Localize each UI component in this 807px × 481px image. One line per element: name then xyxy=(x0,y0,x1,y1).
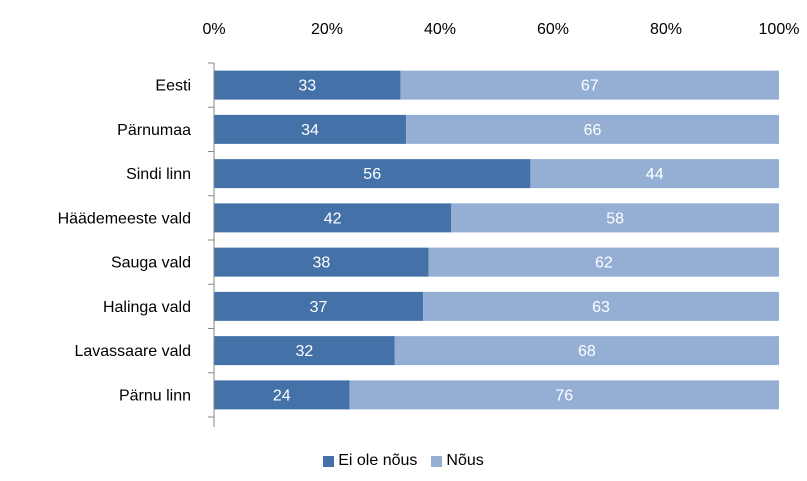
bar-nous-halinga-vald xyxy=(423,291,779,321)
data-label-ei-ole-nous-parnumaa: 34 xyxy=(301,122,319,139)
category-label-eesti: Eesti xyxy=(155,78,191,95)
bar-nous-sindi-linn xyxy=(530,159,779,189)
x-axis-ticks: 0% 20% 40% 60% 80% 100% xyxy=(202,21,799,38)
data-label-nous-parnumaa: 66 xyxy=(584,122,602,139)
x-tick-label-2: 40% xyxy=(424,21,456,38)
bar-nous-lavassaare-vald xyxy=(394,336,779,366)
legend-swatch-nous xyxy=(431,455,443,467)
bar-nous-parnumaa xyxy=(406,114,779,144)
data-label-ei-ole-nous-halinga-vald: 37 xyxy=(310,299,328,316)
category-label-haademeeste-vald: Häädemeeste vald xyxy=(58,210,191,227)
bar-ei-ole-nous-parnumaa xyxy=(214,114,407,144)
legend: Ei ole nõus Nõus xyxy=(0,452,807,470)
bar-ei-ole-nous-eesti xyxy=(214,70,401,100)
category-label-sauga-vald: Sauga vald xyxy=(111,255,191,272)
bar-ei-ole-nous-haademeeste-vald xyxy=(214,203,452,233)
category-label-parnumaa: Pärnumaa xyxy=(117,122,191,139)
legend-swatch-ei-ole-nous xyxy=(323,455,335,467)
data-label-ei-ole-nous-lavassaare-vald: 32 xyxy=(296,343,314,360)
category-label-sindi-linn: Sindi linn xyxy=(126,166,191,183)
bar-ei-ole-nous-halinga-vald xyxy=(214,291,424,321)
legend-item-ei-ole-nous: Ei ole nõus xyxy=(323,452,417,470)
data-label-nous-sauga-vald: 62 xyxy=(595,255,613,272)
x-tick-label-0: 0% xyxy=(202,21,225,38)
legend-label-nous: Nõus xyxy=(446,452,484,469)
bar-ei-ole-nous-sauga-vald xyxy=(214,247,429,277)
bar-ei-ole-nous-parnu-linn xyxy=(214,380,350,410)
data-label-nous-sindi-linn: 44 xyxy=(646,166,664,183)
category-labels: Eesti Pärnumaa Sindi linn Häädemeeste vald S… xyxy=(58,78,192,405)
legend-label-ei-ole-nous: Ei ole nõus xyxy=(338,452,418,469)
y-axis xyxy=(208,62,215,427)
bar-nous-parnu-linn xyxy=(349,380,779,410)
bar-ei-ole-nous-sindi-linn xyxy=(214,159,531,189)
x-tick-label-4: 80% xyxy=(650,21,682,38)
x-tick-label-3: 60% xyxy=(537,21,569,38)
data-label-ei-ole-nous-sindi-linn: 56 xyxy=(363,166,381,183)
category-label-halinga-vald: Halinga vald xyxy=(103,299,191,316)
legend-item-nous: Nõus xyxy=(431,452,484,470)
data-label-ei-ole-nous-eesti: 33 xyxy=(298,78,316,95)
bar-nous-sauga-vald xyxy=(428,247,779,277)
data-label-nous-haademeeste-vald: 58 xyxy=(606,210,624,227)
data-label-nous-lavassaare-vald: 68 xyxy=(578,343,596,360)
category-label-lavassaare-vald: Lavassaare vald xyxy=(74,343,191,360)
data-label-nous-halinga-vald: 63 xyxy=(592,299,610,316)
bar-nous-haademeeste-vald xyxy=(451,203,779,233)
data-label-nous-parnu-linn: 76 xyxy=(555,387,573,404)
x-tick-label-5: 100% xyxy=(759,21,800,38)
bar-nous-eesti xyxy=(400,70,779,100)
category-label-parnu-linn: Pärnu linn xyxy=(119,387,191,404)
data-label-ei-ole-nous-sauga-vald: 38 xyxy=(312,255,330,272)
bar-ei-ole-nous-lavassaare-vald xyxy=(214,336,395,366)
bars: 33 67 34 66 56 44 42 58 38 62 37 63 32 68 24 76 xyxy=(214,70,779,410)
data-label-ei-ole-nous-haademeeste-vald: 42 xyxy=(324,210,342,227)
x-tick-label-1: 20% xyxy=(311,21,343,38)
data-label-nous-eesti: 67 xyxy=(581,78,599,95)
data-label-ei-ole-nous-parnu-linn: 24 xyxy=(273,387,291,404)
